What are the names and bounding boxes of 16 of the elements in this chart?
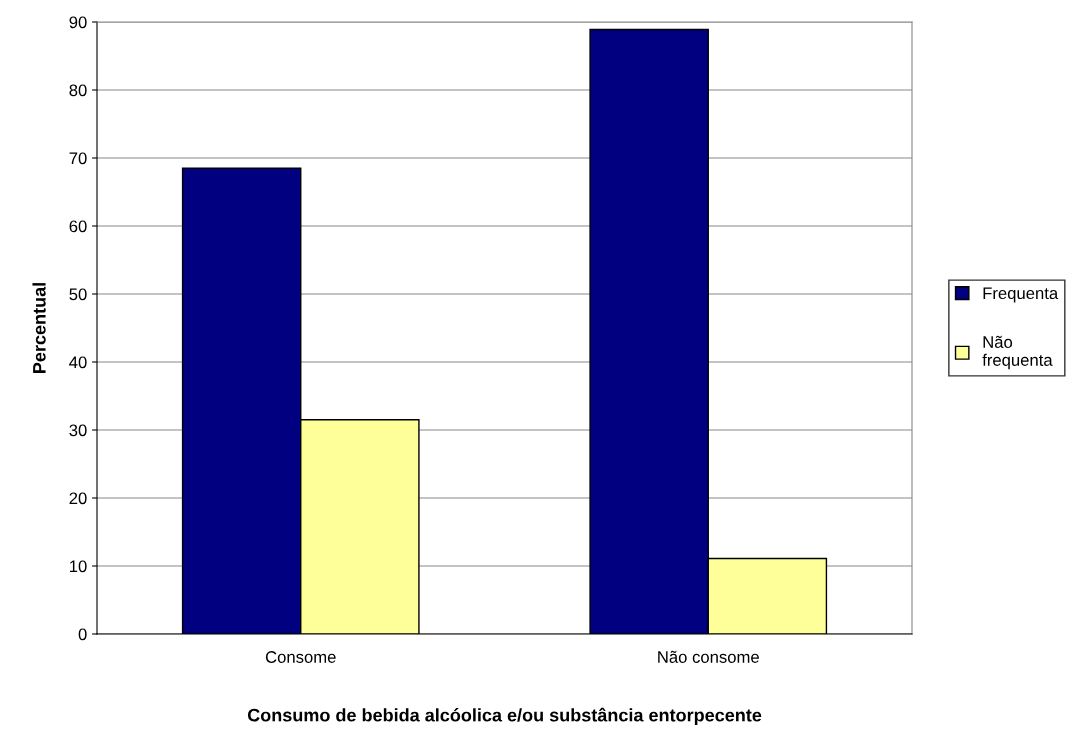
y-tick-label: 50	[69, 288, 87, 301]
legend-label: Frequenta	[983, 287, 1059, 303]
y-tick-label: 90	[69, 16, 87, 29]
x-tick-label: Consome	[265, 651, 336, 663]
y-tick-label: 30	[69, 424, 87, 437]
y-axis-title: Percentual	[32, 283, 46, 373]
x-axis-title: Consumo de bebida alcóolica e/ou substância entorpecente	[247, 707, 762, 726]
legend-label: Não frequenta	[982, 335, 1053, 370]
y-tick-label: 40	[69, 356, 87, 369]
y-tick-label: 70	[69, 152, 87, 165]
y-tick-label: 0	[78, 628, 87, 641]
y-tick-label: 60	[69, 220, 87, 233]
y-tick-label: 80	[69, 84, 87, 97]
y-tick-label: 10	[70, 560, 87, 573]
y-tick-label: 20	[69, 492, 87, 505]
x-tick-label: Não consome	[658, 650, 759, 663]
